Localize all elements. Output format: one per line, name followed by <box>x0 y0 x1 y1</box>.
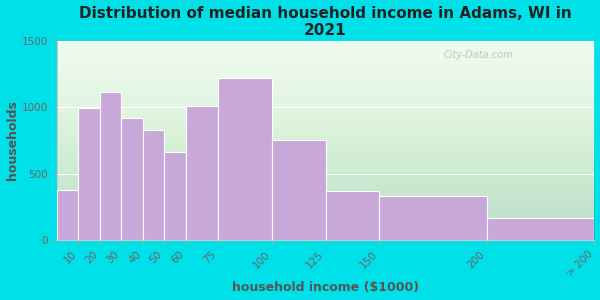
Bar <box>56 190 78 240</box>
Bar <box>143 130 164 240</box>
Text: City-Data.com: City-Data.com <box>444 50 514 61</box>
Bar <box>78 108 100 240</box>
Bar <box>185 106 218 240</box>
Bar <box>487 218 595 240</box>
Bar <box>100 92 121 240</box>
Bar <box>218 78 272 240</box>
Title: Distribution of median household income in Adams, WI in
2021: Distribution of median household income … <box>79 6 572 38</box>
Bar <box>164 152 185 240</box>
Bar <box>121 118 143 240</box>
Y-axis label: households: households <box>5 100 19 180</box>
X-axis label: household income ($1000): household income ($1000) <box>232 281 419 294</box>
Bar <box>326 191 379 240</box>
Bar <box>272 140 326 240</box>
Bar <box>379 196 487 240</box>
